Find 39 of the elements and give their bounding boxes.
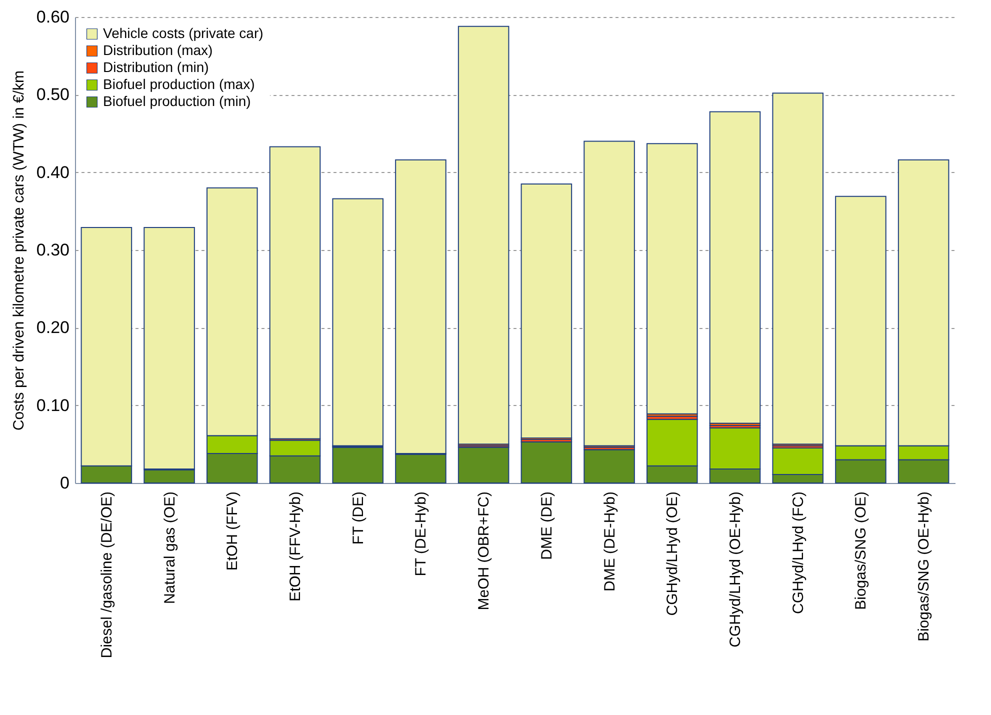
y-axis-title: Costs per driven kilometre private cars (WTW) in €/km	[10, 70, 28, 431]
y-tick-label: 0.50	[36, 85, 70, 104]
bar	[772, 92, 824, 445]
bar	[646, 143, 698, 414]
x-tick-label: FT (DE)	[350, 492, 367, 545]
bar	[584, 449, 635, 484]
x-tick-label: Biogas/SNG (OE)	[852, 492, 870, 610]
bar	[332, 446, 384, 484]
x-tick-label: CGHyd/LHyd (OE-Hyb)	[727, 491, 744, 648]
x-tick-label: FT (DE-Hyb)	[412, 492, 430, 576]
x-tick-label: Diesel /gasoline (DE/OE)	[98, 492, 116, 658]
y-tick-label: 0.40	[36, 162, 70, 182]
x-tick-label: EtOH (FFV-Hyb)	[287, 492, 304, 602]
bar	[520, 183, 572, 438]
y-tick-label: 0.30	[36, 240, 70, 260]
legend-label: Biofuel production (max)	[103, 76, 255, 92]
bar	[458, 446, 510, 484]
bar	[458, 26, 510, 445]
legend-label: Biofuel production (min)	[103, 93, 251, 109]
bar	[584, 140, 635, 446]
legend-label: Vehicle costs (private car)	[103, 25, 264, 41]
x-tick-label: CGHyd/LHyd (FC)	[790, 492, 807, 614]
x-tick-label: Biogas/SNG (OE-Hyb)	[916, 492, 933, 642]
y-tick-label: 0	[60, 474, 70, 492]
x-tick-label: Natural gas (OE)	[161, 492, 178, 604]
legend-label: Distribution (min)	[103, 59, 209, 75]
bar	[332, 198, 384, 446]
x-tick-label: EtOH (FFV)	[224, 492, 242, 571]
x-tick-label: DME (DE)	[538, 491, 556, 560]
y-tick-label: 0.10	[36, 396, 70, 415]
bar	[709, 111, 761, 424]
bar	[269, 146, 321, 440]
legend-label: Distribution (max)	[103, 42, 213, 58]
x-tick-label: DME (DE-Hyb)	[601, 492, 618, 592]
x-tick-label: MeOH (OBR+FC)	[476, 492, 493, 610]
bar	[520, 441, 572, 484]
x-tick-label: CGHyd/LHyd (OE)	[664, 492, 682, 616]
y-tick-label: 0.20	[36, 318, 70, 338]
y-tick-label: 0.60	[36, 8, 70, 26]
